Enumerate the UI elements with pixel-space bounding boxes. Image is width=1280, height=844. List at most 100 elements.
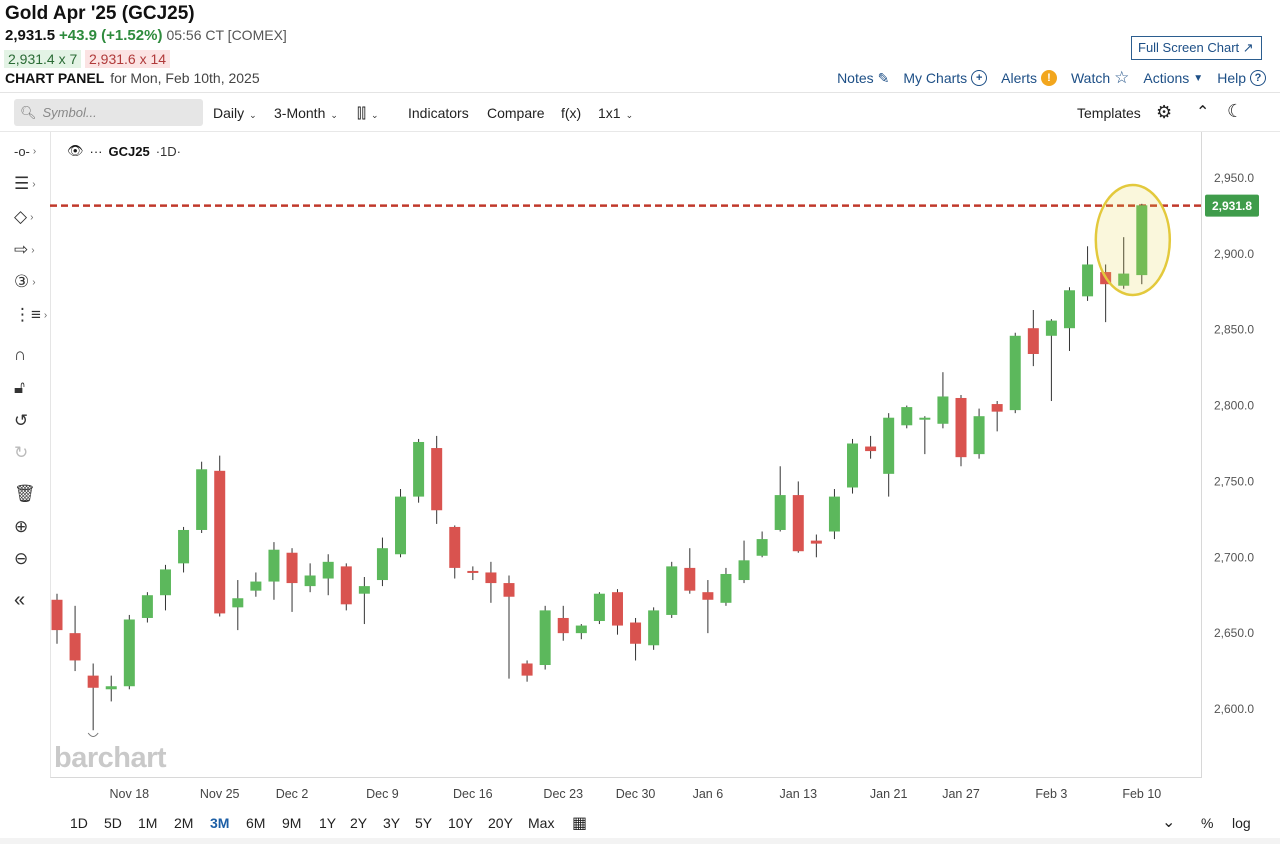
footer-strip — [0, 838, 1280, 844]
magnet-icon[interactable]: ∩ — [14, 345, 27, 364]
crosshair-tool[interactable]: -o- › — [14, 140, 42, 162]
shape-tool[interactable]: ◇ › — [14, 206, 42, 228]
alerts-label: Alerts — [1001, 70, 1037, 86]
full-screen-label: Full Screen Chart — [1138, 40, 1240, 55]
tf-9m[interactable]: 9M — [282, 815, 302, 831]
chart-panel-title: CHART PANEL — [5, 70, 105, 86]
fib-tool[interactable]: ⋮≡ › — [14, 304, 47, 326]
chevron-right-icon: › — [31, 244, 35, 256]
list-lines-icon: ☰ — [14, 174, 30, 193]
tf-20y[interactable]: 20Y — [488, 815, 513, 831]
log-scale-toggle[interactable]: log — [1232, 815, 1251, 831]
watch-label: Watch — [1070, 70, 1111, 86]
y-tick-label: 2,950.0 — [1214, 171, 1254, 185]
redo-icon[interactable]: ↻ — [14, 443, 29, 462]
tf-6m[interactable]: 6M — [246, 815, 266, 831]
x-tick-label: Dec 23 — [543, 787, 583, 801]
number-tool[interactable]: ③ › — [14, 271, 42, 293]
y-tick-label: 2,850.0 — [1214, 323, 1254, 337]
actions-menu[interactable]: Actions ▼ — [1143, 68, 1203, 88]
chart-toolbar: 🔍︎ Symbol... Daily ⌄ 3-Month ⌄ ⫿⫿ ⌄ Indicat… — [0, 96, 1280, 130]
function-button[interactable]: f(x) — [561, 105, 582, 121]
chevron-down-icon: ⌄ — [370, 110, 379, 120]
last-price-label: 2,931.8 — [1212, 199, 1252, 213]
chevron-down-icon: ⌄ — [249, 110, 257, 120]
trash-icon[interactable]: 🗑︎ — [14, 484, 36, 503]
tf-10y[interactable]: 10Y — [448, 815, 473, 831]
chart-type-select[interactable]: ⫿⫿ ⌄ — [357, 105, 379, 122]
y-tick-label: 2,800.0 — [1214, 399, 1254, 413]
symbol-search-input[interactable]: 🔍︎ Symbol... — [14, 99, 203, 126]
timeframe-bar: 1D 5D 1M 2M 3M 6M 9M 1Y 2Y 3Y 5Y 10Y 20Y… — [0, 806, 1280, 840]
caret-down-icon: ▼ — [1193, 72, 1204, 84]
chevron-down-icon: ⌄ — [330, 110, 338, 120]
chart-panel-label: CHART PANEL for Mon, Feb 10th, 2025 — [5, 70, 260, 86]
templates-button[interactable]: Templates — [1077, 105, 1141, 121]
range-select[interactable]: 3-Month ⌄ — [274, 105, 338, 121]
compare-button[interactable]: Compare — [487, 105, 545, 121]
help-link[interactable]: Help ? — [1217, 68, 1266, 88]
tf-3m[interactable]: 3M — [210, 815, 230, 831]
zoom-in-icon[interactable]: ⊕ — [14, 517, 29, 536]
tf-3y[interactable]: 3Y — [383, 815, 401, 831]
tf-max[interactable]: Max — [528, 815, 555, 831]
last-price: 2,931.5 — [5, 27, 56, 44]
layout-label: 1x1 — [598, 105, 621, 121]
tf-1m[interactable]: 1M — [138, 815, 158, 831]
eye-icon[interactable]: 👁︎ — [67, 143, 84, 158]
tf-2m[interactable]: 2M — [174, 815, 194, 831]
tf-5y[interactable]: 5Y — [415, 815, 433, 831]
trendline-tool[interactable]: ☰ › — [14, 173, 42, 195]
plus-circle-icon: + — [971, 70, 988, 86]
notes-label: Notes — [837, 70, 874, 86]
more-icon[interactable]: ··· — [89, 143, 103, 159]
chevron-right-icon: › — [30, 211, 34, 223]
watch-link[interactable]: Watch ☆ — [1071, 68, 1129, 88]
legend-symbol: GCJ25 — [108, 143, 150, 159]
interval-label: Daily — [213, 105, 245, 121]
edit-icon: ✎ — [877, 69, 890, 86]
percent-scale-toggle[interactable]: % — [1201, 815, 1214, 831]
alert-icon: ! — [1040, 70, 1057, 86]
calendar-icon[interactable]: ▦ — [572, 815, 588, 832]
bid-quote: 2,931.4 x 7 — [4, 50, 82, 68]
toolbar-divider — [0, 131, 1280, 132]
dark-mode-moon-icon[interactable]: ☾ — [1227, 101, 1244, 121]
help-label: Help — [1217, 70, 1246, 86]
chart-area[interactable] — [50, 132, 1202, 778]
x-tick-label: Jan 27 — [942, 787, 980, 801]
price-change: +43.9 (+1.52%) — [59, 27, 163, 44]
expand-icon: ↗ — [1242, 40, 1254, 55]
full-screen-chart-button[interactable]: Full Screen Chart ↗ — [1131, 36, 1262, 60]
tf-2y[interactable]: 2Y — [350, 815, 368, 831]
zoom-out-icon[interactable]: ⊖ — [14, 549, 29, 568]
collapse-chevron-icon[interactable]: ⌃ — [1196, 104, 1210, 121]
y-tick-label: 2,900.0 — [1214, 247, 1254, 261]
my-charts-label: My Charts — [903, 70, 968, 86]
collapse-sidebar-icon[interactable]: « — [14, 588, 26, 611]
chevron-right-icon: › — [32, 145, 37, 157]
layout-select[interactable]: 1x1 ⌄ — [598, 105, 633, 121]
range-label: 3-Month — [274, 105, 326, 121]
indicators-button[interactable]: Indicators — [408, 105, 469, 121]
double-chevron-down-icon[interactable]: ⌄ — [1162, 814, 1176, 831]
notes-link[interactable]: Notes ✎ — [837, 68, 889, 88]
unlock-icon[interactable]: 🔓︎ — [14, 378, 26, 397]
interval-select[interactable]: Daily ⌄ — [213, 105, 257, 121]
header-divider — [0, 92, 1280, 93]
tf-5d[interactable]: 5D — [104, 815, 122, 831]
y-tick-label: 2,700.0 — [1214, 550, 1254, 564]
alerts-link[interactable]: Alerts ! — [1001, 68, 1057, 88]
arrow-tool[interactable]: ⇨ › — [14, 239, 42, 261]
x-tick-label: Dec 2 — [276, 787, 309, 801]
x-tick-label: Nov 18 — [110, 787, 150, 801]
question-icon: ? — [1250, 70, 1266, 86]
tf-1d[interactable]: 1D — [70, 815, 88, 831]
tf-1y[interactable]: 1Y — [319, 815, 337, 831]
undo-icon[interactable]: ↺ — [14, 411, 29, 430]
chevron-down-icon: ⌄ — [625, 110, 634, 120]
chart-legend: 👁︎ ··· GCJ25 ·1D· — [67, 143, 181, 159]
my-charts-link[interactable]: My Charts + — [903, 68, 988, 88]
actions-label: Actions — [1143, 70, 1190, 86]
settings-gear-icon[interactable]: ⚙ — [1156, 102, 1173, 122]
